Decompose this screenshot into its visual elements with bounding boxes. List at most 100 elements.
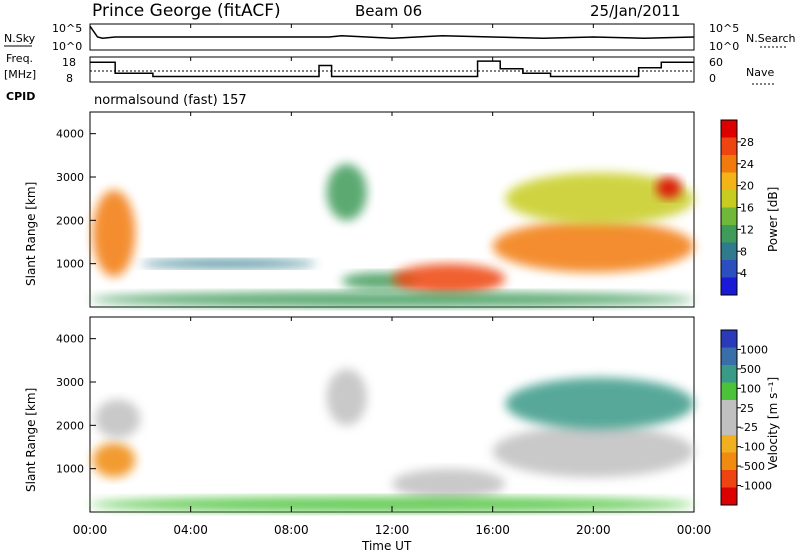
colorbar-tick-label: 4: [740, 267, 747, 280]
scatter-region: [92, 442, 136, 478]
scatter-region: [505, 377, 694, 430]
colorbar-tick-label: 100: [740, 382, 761, 395]
colorbar-cell: [721, 470, 737, 488]
scatter-region: [90, 291, 694, 307]
nsearch-ytick-bottom: 10^0: [709, 40, 739, 53]
colorbar-cell: [721, 452, 737, 471]
ytick-label: 3000: [56, 171, 84, 184]
scatter-region: [505, 172, 694, 225]
scatter-region: [95, 399, 141, 439]
freq-label: Freq.: [6, 52, 33, 65]
scatter-region: [326, 164, 367, 221]
scatter-region: [492, 425, 694, 478]
colorbar-cell: [721, 207, 737, 226]
scatter-region: [392, 263, 506, 295]
velocity-colorbar-label: Velocity [m s⁻¹]: [766, 377, 780, 470]
scatter-region: [90, 496, 694, 512]
scatter-region: [492, 220, 694, 273]
mhz-label: [MHz]: [4, 68, 36, 81]
scatter-region: [656, 177, 682, 199]
colorbar-tick-label: 24: [740, 158, 754, 171]
colorbar-cell: [721, 120, 737, 138]
colorbar-cell: [721, 137, 737, 156]
colorbar-cell: [721, 155, 737, 173]
ytick-label: 1000: [56, 463, 84, 476]
freq-ytick-top: 18: [62, 56, 76, 69]
colorbar-cell: [721, 382, 737, 401]
xtick-label: 00:00: [73, 523, 108, 537]
colorbar-tick-label: -500: [740, 460, 765, 473]
colorbar-cell: [721, 417, 737, 436]
power-panel: 1000 2000 3000 4000 Slant Range [km]: [24, 111, 695, 308]
scatter-region: [392, 468, 506, 500]
colorbar-tick-label: -1000: [740, 480, 772, 493]
power-scatter: [90, 164, 694, 307]
cpid-label: CPID: [6, 90, 35, 103]
colorbar-cell: [721, 400, 737, 418]
xtick-label: 04:00: [173, 523, 208, 537]
velocity-scatter: [90, 369, 694, 512]
colorbar-cell: [721, 487, 737, 506]
freq-ytick-bottom: 8: [66, 72, 73, 85]
colorbar-tick-label: 12: [740, 223, 754, 236]
colorbar-tick-label: -25: [740, 421, 758, 434]
velocity-panel: 1000 2000 3000 4000 Slant Range [km]: [24, 316, 695, 513]
colorbar-tick-label: 1000: [740, 343, 768, 356]
nsky-ytick-top: 10^5: [52, 22, 82, 35]
freq-panel: 18 8 60 0: [62, 56, 723, 85]
colorbar-cell: [721, 330, 737, 348]
ytick-label: 1000: [56, 258, 84, 271]
colorbar-cell: [721, 260, 737, 278]
ytick-label: 2000: [56, 214, 84, 227]
ytick-label: 4000: [56, 128, 84, 141]
nsky-series: [89, 25, 695, 39]
scatter-region: [326, 369, 367, 426]
colorbar-cell: [721, 277, 737, 296]
time-axis: 00:00 04:00 08:00 12:00 16:00 20:00 00:00: [73, 24, 712, 537]
colorbar-cell: [721, 242, 737, 261]
colorbar-tick-label: 16: [740, 202, 754, 215]
cpid-text: normalsound (fast) 157: [94, 93, 247, 108]
colorbar-tick-label: -100: [740, 441, 765, 454]
nsky-ytick-bottom: 10^0: [52, 40, 82, 53]
time-axis-label: Time UT: [361, 539, 412, 553]
velocity-colorbar: 1000 500 100 25 -25 -100 -500 -1000 Velocity [m…: [720, 329, 780, 506]
colorbar-tick-label: 8: [740, 245, 747, 258]
colorbar-tick-label: 28: [740, 136, 754, 149]
colorbar-tick-label: 20: [740, 180, 754, 193]
colorbar-cell: [721, 225, 737, 243]
scatter-region: [140, 259, 317, 268]
nsky-label: N.Sky: [4, 32, 36, 45]
xtick-label: 20:00: [576, 523, 611, 537]
power-colorbar-label: Power [dB]: [766, 187, 780, 252]
nave-ytick-bottom: 0: [709, 72, 716, 85]
nave-label: Nave: [746, 66, 774, 79]
power-ylabel: Slant Range [km]: [24, 182, 38, 286]
colorbar-cell: [721, 190, 737, 208]
colorbar-tick-label: 25: [740, 402, 754, 415]
beam-title: Beam 06: [355, 2, 422, 20]
ytick-label: 2000: [56, 419, 84, 432]
colorbar-cell: [721, 365, 737, 383]
velocity-yticks: 1000 2000 3000 4000: [56, 333, 96, 476]
colorbar-cell: [721, 347, 737, 366]
station-title: Prince George (fitACF): [92, 1, 281, 21]
nave-ytick-top: 60: [709, 56, 723, 69]
nsky-panel: 10^5 10^0 10^5 10^0: [52, 22, 739, 53]
freq-series: [90, 60, 694, 78]
xtick-label: 08:00: [274, 523, 309, 537]
date-title: 25/Jan/2011: [590, 2, 681, 20]
power-colorbar: 28 24 20 16 12 8 4 Power [dB]: [720, 119, 780, 296]
nsearch-ytick-top: 10^5: [709, 22, 739, 35]
ytick-label: 4000: [56, 333, 84, 346]
power-yticks: 1000 2000 3000 4000: [56, 128, 96, 271]
xtick-label: 16:00: [475, 523, 510, 537]
nsearch-label: N.Search: [746, 32, 796, 45]
colorbar-tick-label: 500: [740, 363, 761, 376]
xtick-label: 12:00: [375, 523, 410, 537]
colorbar-cell: [721, 172, 737, 191]
colorbar-cell: [721, 435, 737, 453]
xtick-label: 00:00: [677, 523, 712, 537]
ytick-label: 3000: [56, 376, 84, 389]
